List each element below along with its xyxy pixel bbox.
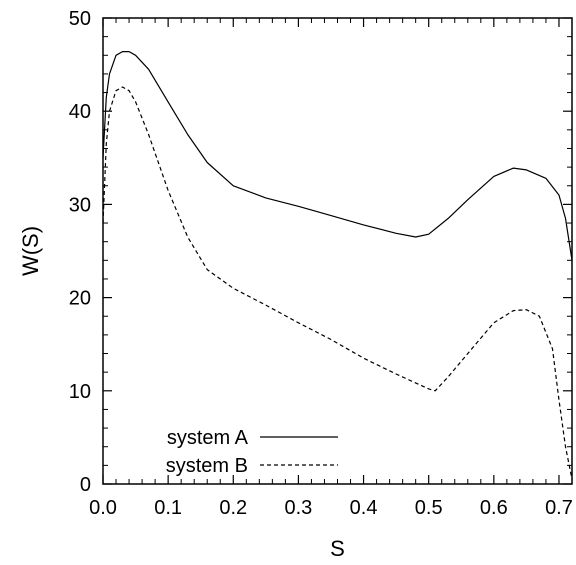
legend-label: system A (167, 427, 249, 449)
x-tick-label: 0.4 (350, 497, 378, 519)
y-tick-label: 40 (69, 101, 91, 123)
y-tick-label: 20 (69, 288, 91, 310)
x-tick-label: 0.3 (285, 497, 313, 519)
y-tick-label: 30 (69, 194, 91, 216)
y-tick-label: 50 (69, 8, 91, 30)
series-line-1 (102, 50, 573, 261)
series-group (102, 50, 573, 480)
y-tick-label: 0 (80, 474, 91, 496)
x-axis-title: S (330, 536, 345, 561)
y-tick-labels: 0 10 20 30 40 50 (69, 8, 91, 496)
plot-frame (102, 17, 573, 485)
axis-ticks (102, 17, 572, 485)
x-tick-labels: 0.0 0.1 0.2 0.3 0.4 0.5 0.6 0.7 (89, 497, 573, 519)
x-tick-label: 0.2 (219, 497, 247, 519)
x-tick-label: 0.0 (89, 497, 117, 519)
x-tick-label: 0.1 (154, 497, 182, 519)
x-tick-label: 0.5 (415, 497, 443, 519)
x-tick-label: 0.7 (545, 497, 573, 519)
x-tick-label: 0.6 (480, 497, 508, 519)
y-tick-label: 10 (69, 381, 91, 403)
legend-label: system B (166, 455, 248, 477)
legend: system A system B (166, 427, 338, 477)
y-axis-title: W(S) (18, 226, 43, 276)
series-line-2 (102, 86, 573, 480)
